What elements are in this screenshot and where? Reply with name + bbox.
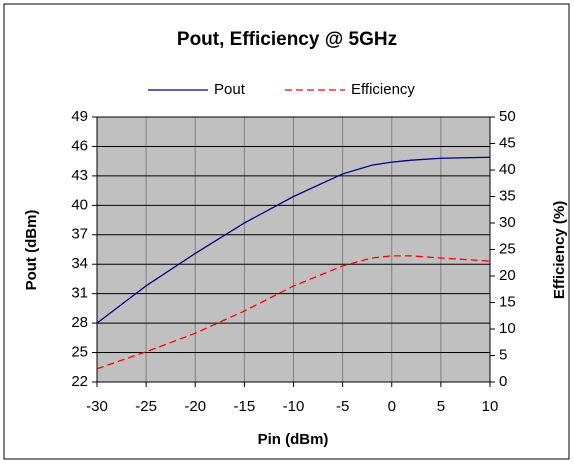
y2-tick-label: 45 — [499, 134, 516, 151]
x-tick-label: 0 — [388, 398, 396, 415]
series-line — [96, 156, 491, 324]
y2-tick-label: 5 — [499, 346, 507, 363]
legend-label: Efficiency — [351, 81, 415, 98]
y2-tick-label: 10 — [499, 320, 516, 337]
x-tick-label: -30 — [86, 398, 108, 415]
y-tick-label: 34 — [71, 255, 88, 272]
y2-tick-label: 35 — [499, 187, 516, 204]
y2-tick-label: 30 — [499, 214, 516, 231]
y-tick-label: 49 — [71, 108, 88, 125]
y-tick-label: 37 — [71, 226, 88, 243]
y2-tick-label: 15 — [499, 293, 516, 310]
x-axis-title: Pin (dBm) — [258, 431, 329, 448]
y2-tick-label: 50 — [499, 108, 516, 125]
y-tick-label: 28 — [71, 314, 88, 331]
x-tick-label: -15 — [234, 398, 256, 415]
y-tick-label: 22 — [71, 373, 88, 390]
x-tick-label: -20 — [184, 398, 206, 415]
y2-tick-label: 20 — [499, 267, 516, 284]
y-tick-label: 43 — [71, 167, 88, 184]
chart-title: Pout, Efficiency @ 5GHz — [177, 29, 397, 50]
x-tick-label: -25 — [135, 398, 157, 415]
x-tick-label: 10 — [482, 398, 499, 415]
y-tick-label: 40 — [71, 196, 88, 213]
y-tick-label: 31 — [71, 285, 88, 302]
y2-tick-label: 40 — [499, 161, 516, 178]
x-tick-label: 5 — [437, 398, 445, 415]
series-line — [96, 255, 491, 370]
y2-axis-title: Efficiency (%) — [551, 201, 568, 299]
y2-tick-label: 0 — [499, 373, 507, 390]
x-tick-label: -10 — [283, 398, 305, 415]
y2-tick-label: 25 — [499, 240, 516, 257]
x-tick-label: -5 — [336, 398, 349, 415]
legend-label: Pout — [214, 81, 246, 98]
y-axis-title: Pout (dBm) — [23, 210, 40, 291]
y-tick-label: 46 — [71, 137, 88, 154]
y-tick-label: 25 — [71, 344, 88, 361]
